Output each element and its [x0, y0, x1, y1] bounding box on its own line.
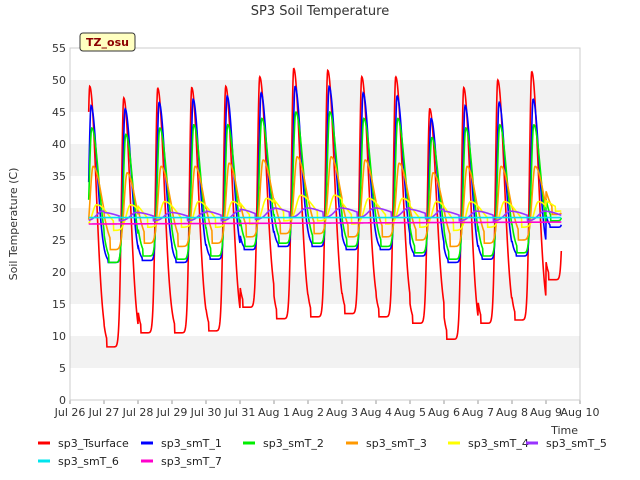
grid-band — [70, 272, 580, 304]
y-tick-label: 20 — [52, 266, 66, 279]
legend-item-sp3_smT_6: sp3_smT_6 — [38, 455, 119, 468]
legend-item-sp3_smT_2: sp3_smT_2 — [243, 437, 324, 450]
legend-item-sp3_smT_5: sp3_smT_5 — [526, 437, 607, 450]
x-tick-label: Aug 8 — [496, 406, 528, 419]
legend-label: sp3_smT_1 — [161, 437, 222, 450]
legend-label: sp3_Tsurface — [58, 437, 129, 450]
legend-label: sp3_smT_4 — [468, 437, 529, 450]
legend-label: sp3_smT_7 — [161, 455, 222, 468]
y-tick-label: 40 — [52, 138, 66, 151]
legend-item-sp3_Tsurface: sp3_Tsurface — [38, 437, 129, 450]
y-tick-label: 15 — [52, 298, 66, 311]
legend-item-sp3_smT_4: sp3_smT_4 — [448, 437, 529, 450]
y-axis-label: Soil Temperature (C) — [7, 168, 20, 281]
x-tick-label: Aug 4 — [360, 406, 392, 419]
x-axis: Jul 26 Jul 27 Jul 28 Jul 29 Jul 30 Jul 31 Aug … — [54, 400, 600, 419]
y-tick-label: 10 — [52, 330, 66, 343]
x-tick-label: Aug 2 — [292, 406, 324, 419]
x-tick-label: Jul 26 — [54, 406, 86, 419]
x-tick-label: Aug 7 — [462, 406, 494, 419]
series-line-sp3_smT_7 — [88, 221, 562, 225]
grid-band — [70, 304, 580, 336]
x-tick-label: Jul 27 — [88, 406, 120, 419]
legend-label: sp3_smT_3 — [366, 437, 427, 450]
plot-frame — [69, 47, 581, 401]
y-tick-label: 55 — [52, 42, 66, 55]
chart-title: SP3 Soil Temperature — [251, 4, 389, 19]
x-tick-label: Aug 1 — [258, 406, 290, 419]
grid-band — [70, 48, 580, 80]
legend-label: sp3_smT_5 — [546, 437, 607, 450]
x-tick-label: Jul 31 — [224, 406, 256, 419]
legend-item-sp3_smT_1: sp3_smT_1 — [141, 437, 222, 450]
x-tick-label: Aug 10 — [561, 406, 600, 419]
grid-band — [70, 336, 580, 368]
grid-band — [70, 368, 580, 400]
y-tick-label: 25 — [52, 234, 66, 247]
series-line-sp3_Tsurface — [87, 67, 563, 348]
y-tick-label: 45 — [52, 106, 66, 119]
x-axis-label: Time — [550, 424, 578, 437]
legend-item-sp3_smT_7: sp3_smT_7 — [141, 455, 222, 468]
x-tick-label: Aug 6 — [428, 406, 460, 419]
grid-band — [70, 112, 580, 144]
series-line-sp3_smT_3 — [87, 155, 562, 251]
y-tick-label: 30 — [52, 202, 66, 215]
x-tick-label: Aug 5 — [394, 406, 426, 419]
x-tick-label: Jul 29 — [156, 406, 188, 419]
legend-item-sp3_smT_3: sp3_smT_3 — [346, 437, 427, 450]
legend-label: sp3_smT_2 — [263, 437, 324, 450]
grid-band — [70, 80, 580, 112]
x-tick-label: Aug 9 — [530, 406, 562, 419]
y-tick-label: 0 — [59, 394, 66, 407]
x-tick-label: Jul 28 — [122, 406, 154, 419]
x-tick-label: Jul 30 — [190, 406, 222, 419]
y-axis: 0 5 10 15 20 25 30 35 40 45 50 55 — [52, 42, 66, 407]
legend-label: sp3_smT_6 — [58, 455, 119, 468]
y-tick-label: 50 — [52, 74, 66, 87]
station-tag-label: TZ_osu — [86, 36, 129, 49]
station-tag: TZ_osu — [79, 32, 136, 52]
y-tick-label: 5 — [59, 362, 66, 375]
plot-lines — [87, 67, 563, 348]
y-tick-label: 35 — [52, 170, 66, 183]
x-tick-label: Aug 3 — [326, 406, 358, 419]
legend: sp3_Tsurface sp3_smT_1 sp3_smT_2 sp3_smT_3 s… — [38, 437, 607, 468]
